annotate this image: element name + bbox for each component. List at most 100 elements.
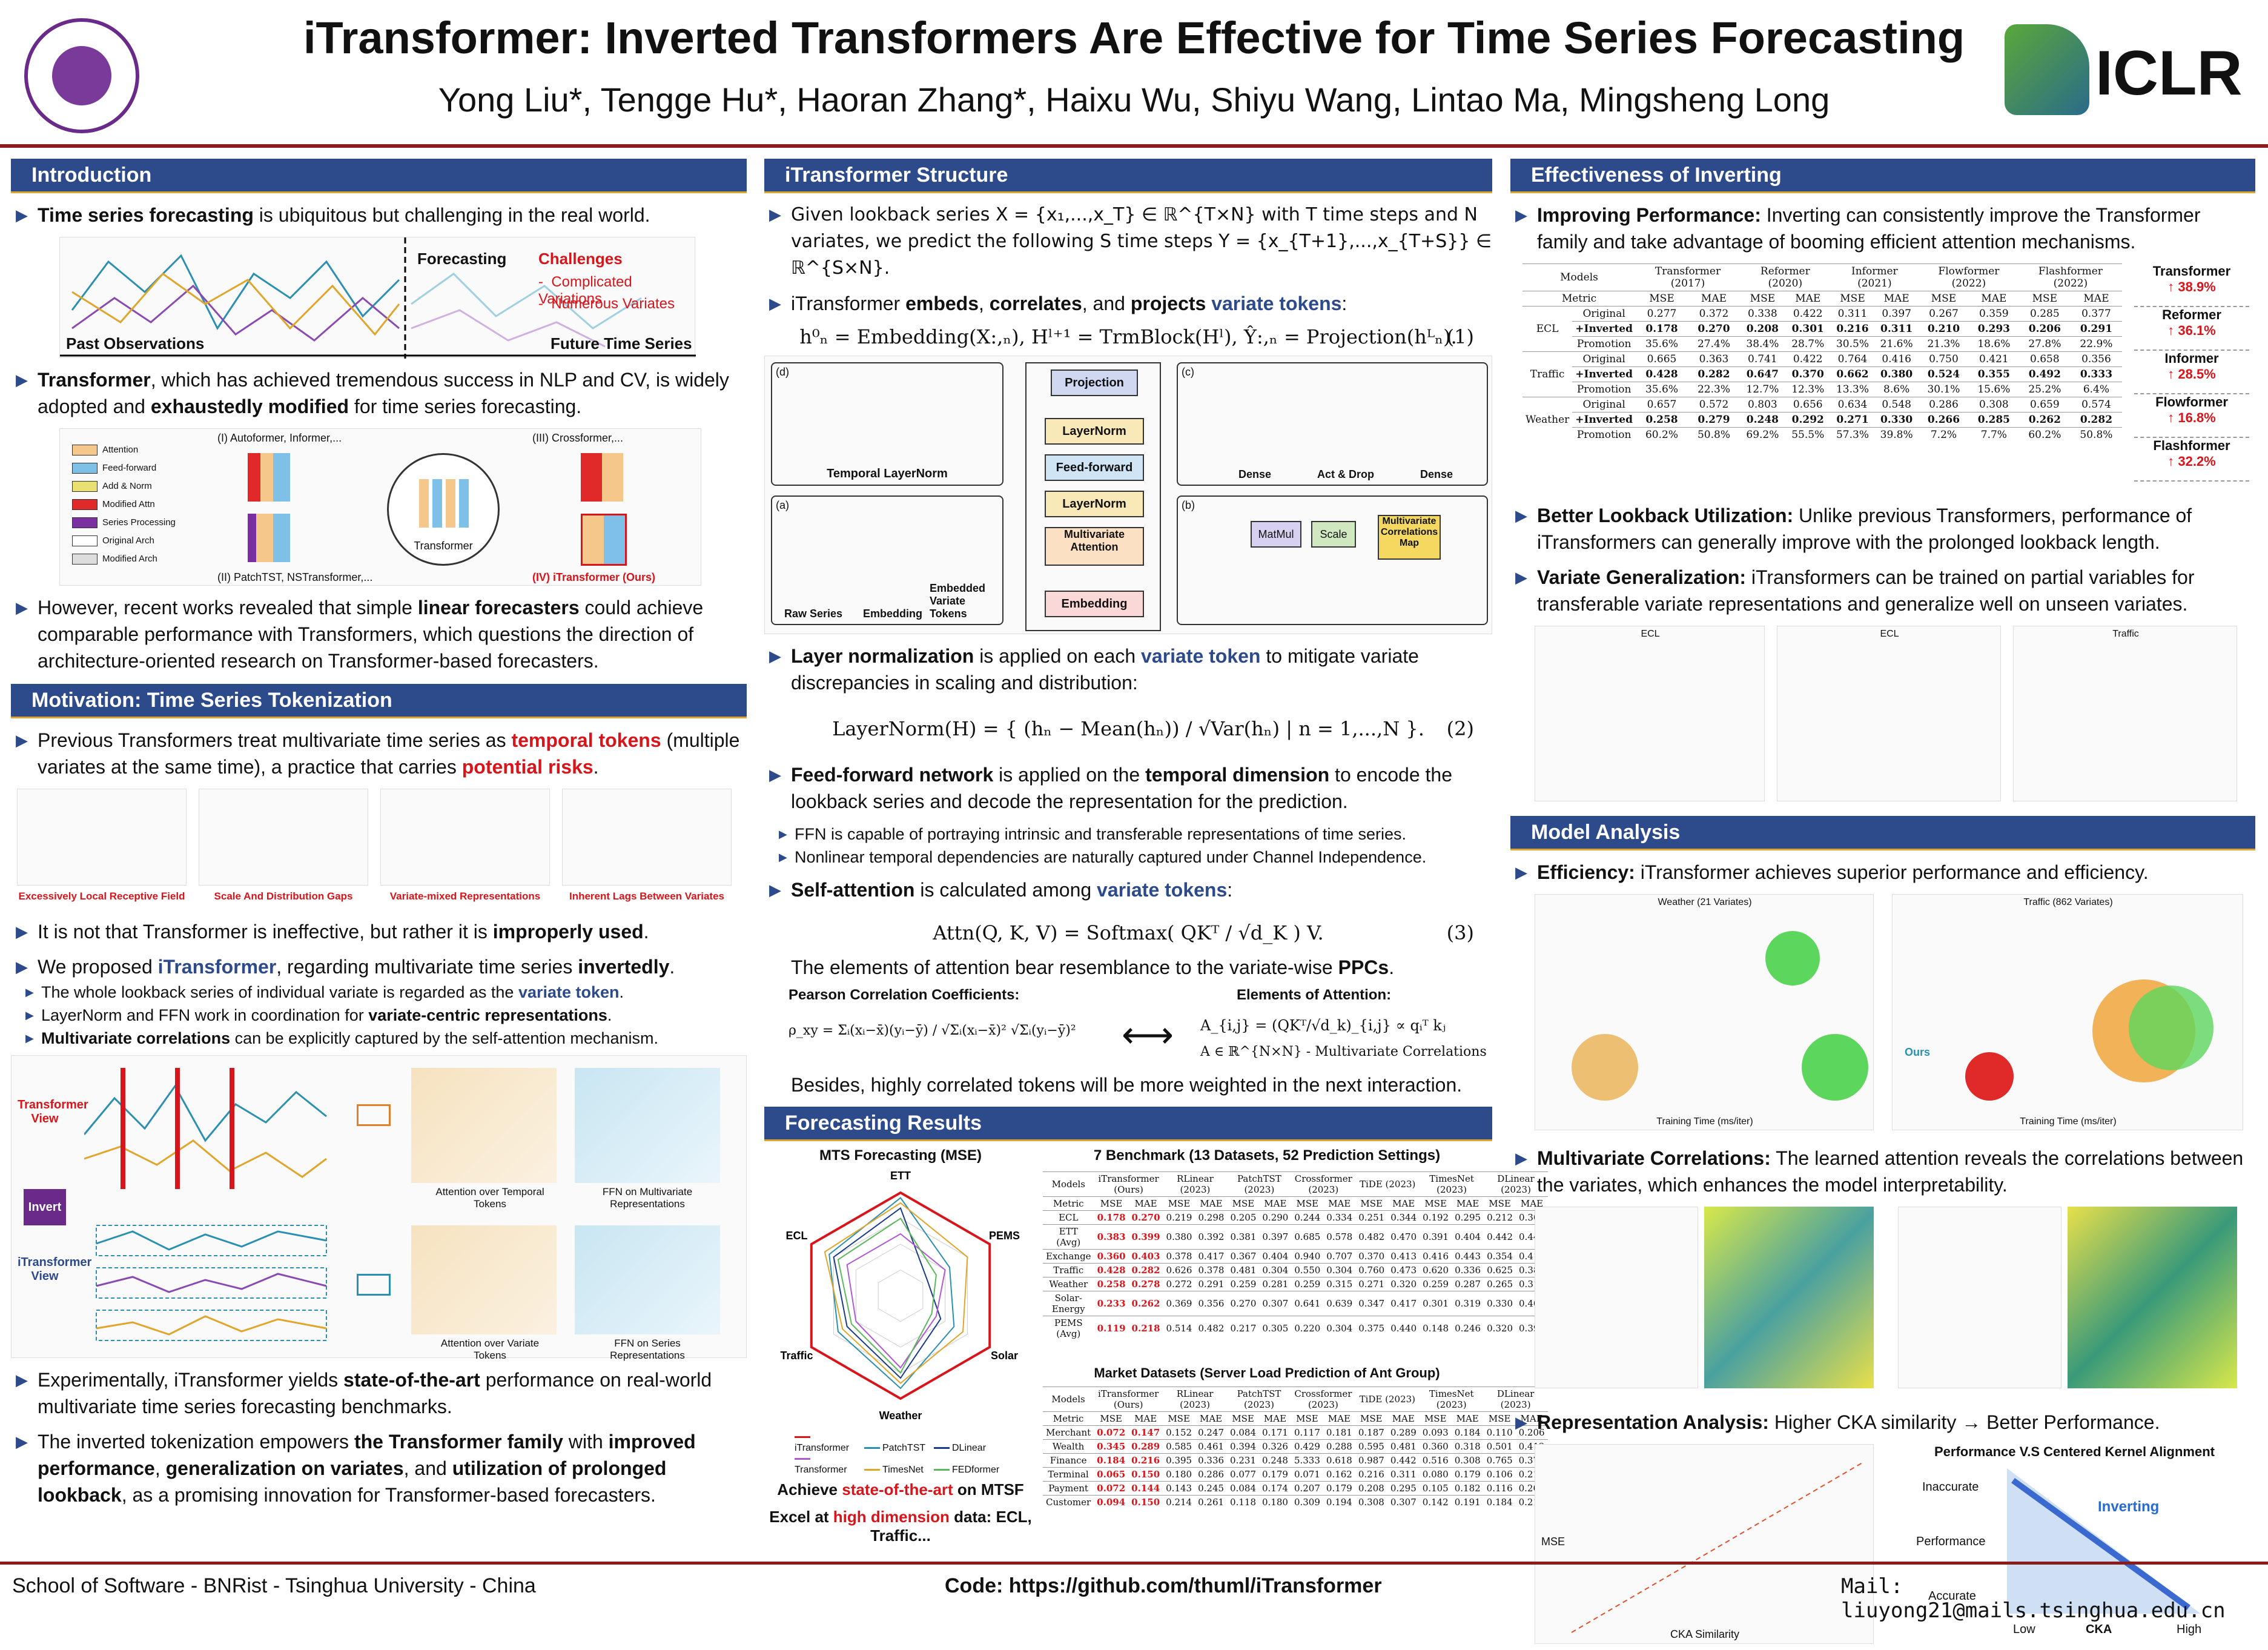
- forecast-svg: [60, 237, 696, 359]
- structure-bullet-2: iTransformer embeds, correlates, and pro…: [764, 290, 1492, 317]
- footer-code-link[interactable]: Code: https://github.com/thuml/iTransfor…: [945, 1574, 1382, 1597]
- table-row: PEMS (Avg) 0.119 0.218 0.514 0.482 0.217 0.305…: [1043, 1316, 1548, 1340]
- cka-scatter: MSE CKA Similarity: [1535, 1444, 1874, 1644]
- table-row: Finance 0.184 0.216 0.395 0.336 0.231 0.248 5.3…: [1043, 1453, 1548, 1468]
- trm-stack: Projection LayerNorm Feed-forward LayerN…: [1025, 362, 1161, 631]
- dense-2: Dense: [1420, 468, 1453, 480]
- variant-iv-block: [581, 514, 627, 566]
- structure-bullet-5: Self-attention is calculated among varia…: [764, 876, 1492, 903]
- section-analysis: Model Analysis: [1510, 816, 2255, 850]
- table-row: Promotion 35.6% 22.3% 12.7% 12.3% 13.3% 8.6% 30…: [1522, 382, 2122, 397]
- radar-legend-item: iTransformer: [795, 1432, 864, 1454]
- table-row: +Inverted 0.428 0.282 0.647 0.370 0.662 0.380 0…: [1522, 366, 2122, 382]
- gains-list: Transformer ↑ 38.9% Reformer ↑ 36.1% Informe…: [2134, 263, 2249, 482]
- motivation-bullet-2: It is not that Transformer is ineffectiv…: [11, 918, 747, 945]
- gain-item: Transformer ↑ 38.9%: [2134, 263, 2249, 307]
- section-structure: iTransformer Structure: [764, 159, 1492, 193]
- radar-series: [810, 1191, 991, 1400]
- table-row: Solar-Energy 0.233 0.262 0.369 0.356 0.270 0.3…: [1043, 1291, 1548, 1316]
- risk-label: Excessively Local Receptive Field: [18, 890, 185, 902]
- variate-ffn-block: [575, 1225, 720, 1334]
- table-row: Weather 0.258 0.278 0.272 0.291 0.259 0.281 0.2…: [1043, 1277, 1548, 1291]
- attention-title: Elements of Attention:: [1237, 987, 1392, 1003]
- motivation-bullet-4: Experimentally, iTransformer yields stat…: [11, 1367, 747, 1420]
- table-row: +Inverted 0.258 0.279 0.248 0.292 0.271 0.330 0…: [1522, 412, 2122, 428]
- layernorm-2: LayerNorm: [1045, 491, 1144, 517]
- attention-equation: A_{i,j} = (QKᵀ/√d_k)_{i,j} ∝ qᵢᵀ kⱼ: [1200, 1017, 1446, 1034]
- intro-bullet-3: However, recent works revealed that simp…: [11, 594, 747, 674]
- panel-a: (a) Raw Series Embedding Embedded Variate T…: [771, 495, 1003, 625]
- risk-panel-1: [17, 789, 187, 886]
- radar-series: [824, 1202, 968, 1384]
- attention-equation-2: A ∈ ℝ^{N×N} - Multivariate Correlations: [1200, 1044, 1487, 1059]
- effect-bullet-3: Variate Generalization: iTransformers ca…: [1510, 564, 2255, 617]
- cka-schematic: Performance V.S Centered Kernel Alignmen…: [1898, 1444, 2249, 1644]
- radar-axis-label: Weather: [879, 1410, 922, 1422]
- radar-legend: iTransformer PatchTST DLinear Transformer Ti…: [795, 1432, 1013, 1476]
- section-effectiveness: Effectiveness of Inverting: [1510, 159, 2255, 193]
- temporal-series-svg: [84, 1068, 327, 1189]
- ppc-sentence: The elements of attention bear resemblan…: [791, 956, 1395, 978]
- legend-item: Modified Attn: [72, 495, 193, 514]
- past-observations-label: Past Observations: [66, 334, 205, 353]
- radar-legend-item: DLinear: [934, 1443, 1003, 1454]
- analysis-bullet-3: Representation Analysis: Higher CKA simi…: [1510, 1409, 2255, 1436]
- section-introduction: Introduction: [11, 159, 747, 193]
- intro-bullet-2: Transformer, which has achieved tremendo…: [11, 366, 747, 420]
- double-arrow-icon: ⟷: [1122, 1015, 1174, 1055]
- equation-2: LayerNorm(H) = { (hₙ − Mean(hₙ)) / √Var(…: [832, 717, 1474, 740]
- gain-item: Informer ↑ 28.5%: [2134, 351, 2249, 394]
- variant-iv: (IV) iTransformer (Ours): [532, 571, 656, 583]
- motivation-bullet-3: We proposed iTransformer, regarding mult…: [11, 953, 747, 980]
- lookback-chart-ecl: ECL: [1777, 626, 2001, 801]
- table-row: ECL 0.178 0.270 0.219 0.298 0.205 0.290 0.244 0.…: [1043, 1210, 1548, 1225]
- temporal-ffn-block: [575, 1068, 720, 1183]
- legend-item: Attention: [72, 441, 193, 459]
- radar-axis-label: ETT: [890, 1170, 911, 1182]
- panel-d: (d) Temporal LayerNorm: [771, 362, 1003, 486]
- transformer-view-label: Transformer View: [18, 1098, 88, 1125]
- legend-item: Modified Arch: [72, 550, 193, 568]
- challenge-1: - Complicated Variations: [538, 274, 632, 307]
- iclr-logo: ICLR: [2005, 24, 2259, 115]
- variant-i-block: [248, 453, 290, 502]
- inverted-view-figure: Transformer View iTransformer View Inver…: [11, 1055, 747, 1361]
- challenge-2: - Numerous Variates: [538, 296, 675, 312]
- temporal-attn-block: [411, 1068, 557, 1183]
- inverting-results: Models Transformer (2017) Reformer (2020) I…: [1510, 263, 2255, 494]
- structure-bullet-4: Feed-forward network is applied on the t…: [764, 761, 1492, 815]
- arrow-right-top: [357, 1104, 391, 1126]
- future-series-label: Future Time Series: [550, 334, 692, 353]
- table-row: Promotion 60.2% 50.8% 69.2% 55.5% 57.3% 39.8% 7…: [1522, 427, 2122, 442]
- radar-legend-item: PatchTST: [864, 1443, 934, 1454]
- equation-1: h⁰ₙ = Embedding(X:,ₙ), Hˡ⁺¹ = TrmBlock(H…: [799, 325, 1474, 348]
- motivation-sub-1: The whole lookback series of individual …: [11, 981, 747, 1003]
- variant-ii: (II) PatchTST, NSTransformer,...: [217, 571, 373, 583]
- risk-label: Scale And Distribution Gaps: [214, 890, 353, 902]
- market-title: Market Datasets (Server Load Prediction …: [1094, 1365, 1440, 1380]
- effect-charts: ECL ECL Traffic: [1510, 626, 2255, 807]
- radar-series: [837, 1218, 937, 1374]
- invert-arrow: Invert: [24, 1189, 66, 1225]
- radar-legend-item: Transformer: [795, 1454, 864, 1476]
- motivation-bullet-5: The inverted tokenization empowers the T…: [11, 1428, 747, 1508]
- risk-panel-2: [199, 789, 368, 886]
- caption-t3: Attention over Variate Tokens: [440, 1337, 540, 1361]
- radar-axis-label: Solar: [991, 1350, 1018, 1362]
- radar-axis-label: Traffic: [781, 1350, 813, 1362]
- footer-mail[interactable]: Mail: liuyong21@mails.tsinghua.edu.cn: [1841, 1574, 2226, 1623]
- efficiency-weather: Weather (21 Variates) Training Time (ms/…: [1535, 894, 1874, 1130]
- architecture-figure: (d) Temporal LayerNorm (a) Raw Series Embed…: [764, 356, 1492, 634]
- radar-series: [828, 1197, 955, 1390]
- table-row: +Inverted 0.178 0.270 0.208 0.301 0.216 0.311 0…: [1522, 321, 2122, 337]
- structure-bullet-3: Layer normalization is applied on each v…: [764, 643, 1492, 696]
- transformer-variants-figure: Attention Feed-forward Add & Norm Modified …: [59, 428, 701, 586]
- poster-title: iTransformer: Inverted Transformers Are …: [303, 13, 1965, 63]
- sota-caption: Achieve state-of-the-art on MTSF: [777, 1480, 1024, 1499]
- structure-sub-2: Nonlinear temporal dependencies are natu…: [764, 846, 1492, 868]
- corr-series-right: [1898, 1207, 2061, 1388]
- panel-b: (b) Multivariate Correlations Map MatMul Sc…: [1177, 495, 1488, 625]
- legend-item: Original Arch: [72, 532, 193, 550]
- legend-item: Series Processing: [72, 514, 193, 532]
- legend-item: Add & Norm: [72, 477, 193, 495]
